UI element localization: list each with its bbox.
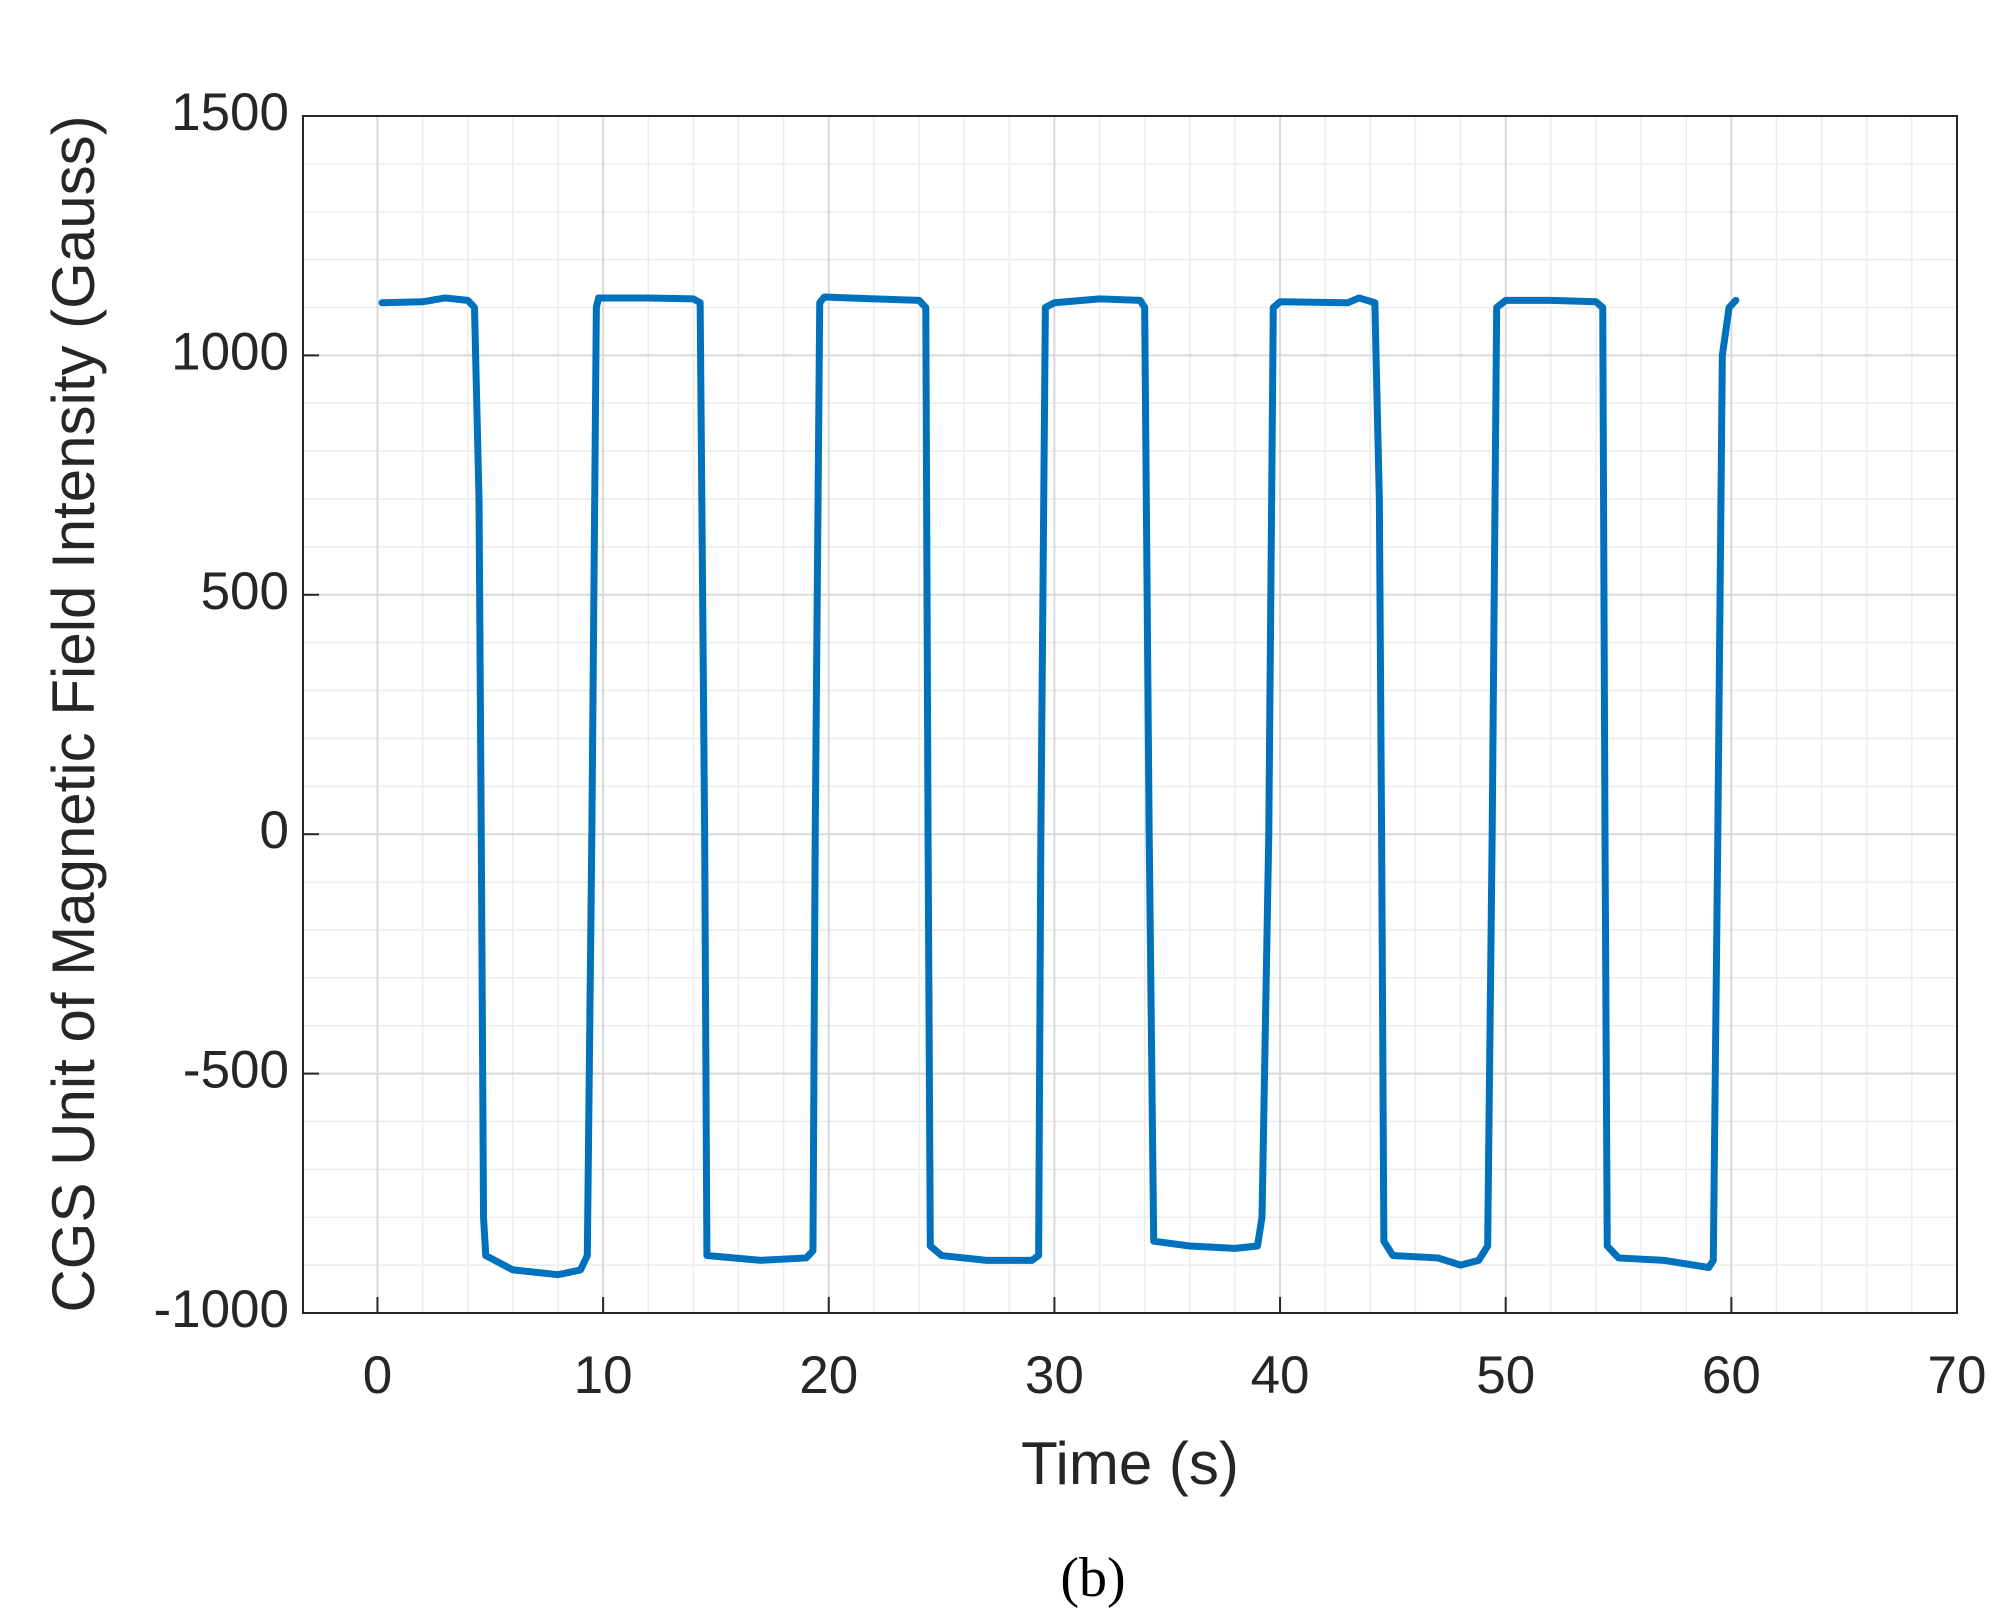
y-tick-label: 1500: [171, 83, 289, 142]
x-tick-label: 60: [1702, 1346, 1761, 1405]
x-tick-label: 0: [363, 1346, 392, 1405]
y-axis-label: CGS Unit of Magnetic Field Intensity (Ga…: [40, 115, 107, 1312]
x-tick-label: 30: [1025, 1346, 1084, 1405]
x-tick-label: 70: [1928, 1346, 1987, 1405]
y-tick-label: 500: [201, 562, 289, 621]
y-tick-label: 1000: [171, 322, 289, 381]
y-tick-label: -500: [183, 1041, 289, 1100]
x-tick-label: 10: [574, 1346, 633, 1405]
x-tick-label: 50: [1476, 1346, 1535, 1405]
caption: (b): [1060, 1547, 1125, 1609]
x-tick-label: 40: [1251, 1346, 1310, 1405]
data-line: [378, 293, 1740, 1279]
y-tick-label: 0: [260, 801, 289, 860]
plot-frame: [302, 115, 1958, 1314]
x-axis-label: Time (s): [1021, 1430, 1239, 1497]
y-tick-label: -1000: [153, 1280, 289, 1339]
x-tick-label: 20: [799, 1346, 858, 1405]
